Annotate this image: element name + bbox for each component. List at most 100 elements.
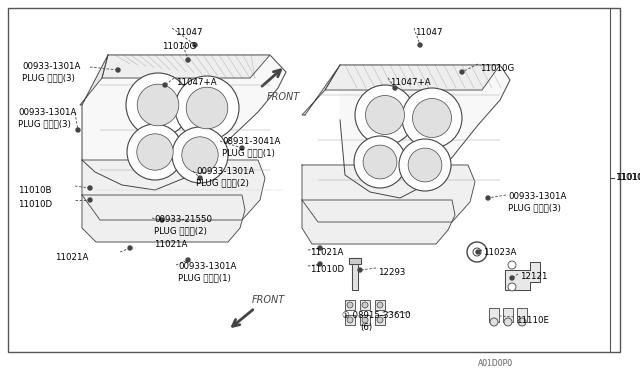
- Text: 11047: 11047: [175, 28, 202, 37]
- Circle shape: [240, 146, 244, 150]
- Text: 12293: 12293: [378, 268, 405, 277]
- Circle shape: [182, 137, 218, 173]
- Circle shape: [116, 68, 120, 72]
- Text: 00933-1301A: 00933-1301A: [196, 167, 254, 176]
- Circle shape: [377, 302, 383, 308]
- Circle shape: [126, 73, 190, 137]
- Circle shape: [402, 88, 462, 148]
- Circle shape: [355, 85, 415, 145]
- Text: 00933-1301A: 00933-1301A: [178, 262, 236, 271]
- Text: 11110E: 11110E: [516, 316, 549, 325]
- Text: 00933-1301A: 00933-1301A: [22, 62, 81, 71]
- Circle shape: [408, 148, 442, 182]
- Polygon shape: [302, 200, 455, 244]
- Circle shape: [160, 218, 164, 222]
- Circle shape: [318, 246, 322, 250]
- Circle shape: [510, 276, 514, 280]
- Text: PLUG プラグ(3): PLUG プラグ(3): [508, 203, 561, 212]
- Circle shape: [460, 70, 464, 74]
- Bar: [517, 308, 527, 322]
- Polygon shape: [80, 55, 108, 105]
- Circle shape: [198, 176, 202, 180]
- Text: 11047+A: 11047+A: [176, 78, 216, 87]
- Circle shape: [476, 250, 480, 254]
- Circle shape: [128, 246, 132, 250]
- Text: FRONT: FRONT: [252, 295, 285, 305]
- Text: 08931-3041A: 08931-3041A: [222, 137, 280, 146]
- Text: PLUG プラグ(2): PLUG プラグ(2): [154, 226, 207, 235]
- Circle shape: [504, 318, 512, 326]
- Circle shape: [363, 145, 397, 179]
- Circle shape: [347, 302, 353, 308]
- Text: 11010B: 11010B: [18, 186, 51, 195]
- Polygon shape: [340, 65, 510, 198]
- Circle shape: [413, 99, 451, 138]
- Circle shape: [518, 318, 526, 326]
- Circle shape: [362, 302, 368, 308]
- Circle shape: [193, 43, 197, 47]
- Circle shape: [508, 261, 516, 269]
- Text: 00933-1301A: 00933-1301A: [508, 192, 566, 201]
- Text: 11021A: 11021A: [310, 248, 344, 257]
- Bar: [360, 300, 370, 310]
- Bar: [345, 300, 355, 310]
- Text: PLUG プラグ(1): PLUG プラグ(1): [178, 273, 231, 282]
- Text: 12121: 12121: [520, 272, 547, 281]
- Circle shape: [175, 76, 239, 140]
- Text: 11023A: 11023A: [483, 248, 516, 257]
- Text: 11010G: 11010G: [480, 64, 515, 73]
- Circle shape: [418, 43, 422, 47]
- Text: 11021A: 11021A: [154, 240, 188, 249]
- Polygon shape: [82, 160, 265, 220]
- Circle shape: [186, 87, 228, 129]
- Text: 11010: 11010: [615, 173, 640, 183]
- Circle shape: [362, 317, 368, 323]
- Circle shape: [163, 83, 167, 87]
- Circle shape: [88, 186, 92, 190]
- Text: 11010D: 11010D: [18, 200, 52, 209]
- Text: ① 08915-33610: ① 08915-33610: [342, 311, 410, 320]
- Polygon shape: [302, 165, 475, 222]
- Polygon shape: [325, 65, 500, 90]
- Circle shape: [508, 283, 516, 291]
- Text: A01D0P0: A01D0P0: [478, 359, 513, 368]
- Circle shape: [76, 128, 80, 132]
- Polygon shape: [349, 258, 361, 264]
- Circle shape: [358, 268, 362, 272]
- Circle shape: [186, 258, 190, 262]
- Circle shape: [127, 124, 183, 180]
- Circle shape: [186, 58, 190, 62]
- Circle shape: [490, 318, 498, 326]
- Circle shape: [347, 317, 353, 323]
- Circle shape: [172, 127, 228, 183]
- Bar: [375, 300, 385, 310]
- Text: PLUG プラグ(3): PLUG プラグ(3): [22, 73, 75, 82]
- Circle shape: [486, 196, 490, 200]
- Text: FRONT: FRONT: [267, 92, 300, 102]
- Circle shape: [399, 139, 451, 191]
- Text: 11010: 11010: [616, 173, 640, 183]
- Circle shape: [365, 96, 404, 135]
- Bar: [360, 315, 370, 325]
- Bar: [489, 308, 499, 322]
- Polygon shape: [352, 258, 358, 290]
- Circle shape: [393, 86, 397, 90]
- Polygon shape: [102, 55, 270, 78]
- Bar: [375, 315, 385, 325]
- Text: 11047: 11047: [415, 28, 442, 37]
- Text: 11047+A: 11047+A: [390, 78, 431, 87]
- Polygon shape: [82, 195, 245, 242]
- Text: 00933-21550: 00933-21550: [154, 215, 212, 224]
- Circle shape: [473, 248, 481, 256]
- Circle shape: [137, 134, 173, 170]
- Polygon shape: [505, 262, 540, 290]
- Text: 11010D: 11010D: [310, 265, 344, 274]
- Polygon shape: [82, 55, 286, 190]
- Polygon shape: [302, 65, 340, 115]
- Text: PLUG プラグ(2): PLUG プラグ(2): [196, 178, 249, 187]
- Text: 11021A: 11021A: [55, 253, 88, 262]
- Circle shape: [318, 262, 322, 266]
- Bar: [503, 308, 513, 322]
- Circle shape: [137, 84, 179, 126]
- Text: A01D0P0: A01D0P0: [478, 359, 513, 368]
